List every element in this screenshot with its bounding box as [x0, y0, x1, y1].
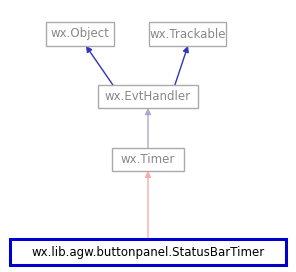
- Text: wx.Timer: wx.Timer: [121, 153, 175, 166]
- Text: wx.Trackable: wx.Trackable: [150, 27, 226, 41]
- FancyBboxPatch shape: [98, 85, 198, 108]
- FancyBboxPatch shape: [46, 23, 114, 45]
- FancyBboxPatch shape: [10, 240, 286, 265]
- Text: wx.Object: wx.Object: [51, 27, 109, 41]
- Text: wx.lib.agw.buttonpanel.StatusBarTimer: wx.lib.agw.buttonpanel.StatusBarTimer: [31, 246, 265, 259]
- FancyBboxPatch shape: [112, 147, 184, 171]
- Text: wx.EvtHandler: wx.EvtHandler: [105, 90, 191, 103]
- FancyBboxPatch shape: [149, 23, 226, 45]
